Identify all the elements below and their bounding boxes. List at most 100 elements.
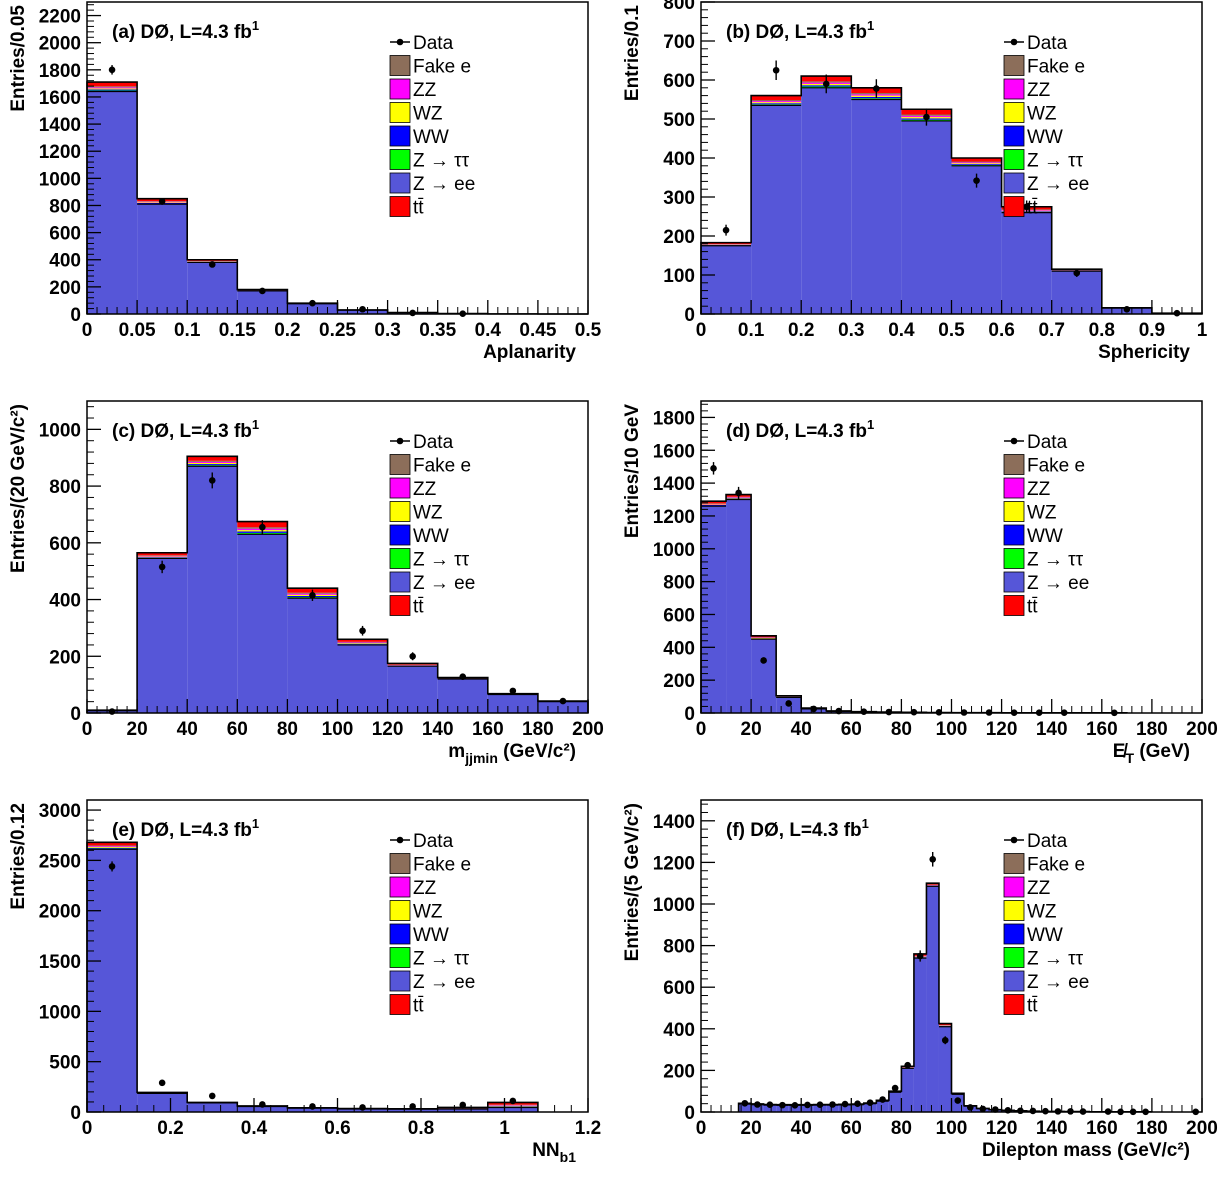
bar-zee xyxy=(701,506,727,713)
data-point xyxy=(722,226,730,234)
legend-swatch xyxy=(389,876,411,898)
bar-ww xyxy=(951,164,1002,165)
data-point xyxy=(954,1097,962,1104)
data-point xyxy=(259,1101,266,1108)
legend-swatch xyxy=(389,196,411,217)
bar-zee xyxy=(287,1108,338,1112)
legend-label: tt̄ xyxy=(1027,996,1038,1017)
legend-swatch xyxy=(1003,923,1025,945)
bar-wz xyxy=(751,102,802,104)
data-point xyxy=(1023,203,1030,211)
x-tick-label: 60 xyxy=(227,719,248,740)
y-axis: 0 100 200 300 400 500 600 700 800 xyxy=(663,0,715,326)
y-axis-label: Entries/10 GeV xyxy=(622,404,643,538)
y-tick-label: 200 xyxy=(663,1061,695,1082)
chart-svg: 0200400600800100012001400160018002000220… xyxy=(8,1,602,363)
y-tick-label: 1000 xyxy=(39,420,81,441)
data-point xyxy=(785,700,792,707)
x-tick-label: 0.6 xyxy=(324,1118,350,1139)
bar-zee xyxy=(701,245,752,314)
data-points xyxy=(741,852,1200,1116)
x-tick-label: 0.2 xyxy=(274,320,300,341)
panel-title: (d) DØ, L=4.3 fb1 xyxy=(726,417,874,442)
legend-swatch xyxy=(389,477,411,499)
x-label-unit: (GeV) xyxy=(1134,741,1190,762)
data-point xyxy=(1042,1107,1049,1115)
bar-zee xyxy=(851,1104,864,1112)
bar-zz xyxy=(751,101,802,103)
legend-label: Fake e xyxy=(1027,855,1085,876)
legend-label: Fake e xyxy=(413,57,471,78)
legend-swatch xyxy=(389,923,411,945)
y-axis-label: Entries/(5 GeV/c²) xyxy=(622,803,643,961)
x-tick-label: 0.3 xyxy=(374,320,400,341)
x-tick-label: 160 xyxy=(472,719,504,740)
legend-swatch xyxy=(389,149,411,170)
y-tick-label: 2000 xyxy=(39,902,81,923)
legend-swatch xyxy=(1003,102,1025,123)
y-tick-label: 2500 xyxy=(39,851,81,872)
y-tick-label: 200 xyxy=(663,671,695,692)
bar-ww xyxy=(751,103,802,105)
data-point xyxy=(829,1101,836,1108)
legend-label: Z → ee xyxy=(413,972,475,993)
x-tick-label: 0.25 xyxy=(319,320,356,341)
y-tick-label: 1400 xyxy=(653,474,695,495)
data-point xyxy=(509,687,517,695)
y-tick-label: 500 xyxy=(49,1053,81,1074)
panel-title-superscript: 1 xyxy=(867,417,874,432)
bar-ttbar xyxy=(701,501,727,504)
legend-label: ZZ xyxy=(413,479,437,500)
legend-label: Z → ττ xyxy=(1027,550,1084,571)
x-tick-label: 120 xyxy=(986,1118,1018,1139)
y-tick-label: 600 xyxy=(663,71,695,92)
x-tick-label: 0.4 xyxy=(241,1118,268,1139)
y-tick-label: 1600 xyxy=(653,441,695,462)
legend-label: Data xyxy=(413,33,454,54)
bar-zee xyxy=(801,87,852,314)
data-point xyxy=(1173,309,1181,317)
y-tick-label: 800 xyxy=(663,937,695,958)
x-tick-label: 0.45 xyxy=(519,320,556,341)
data-point xyxy=(866,1099,874,1106)
bar-zz xyxy=(87,846,138,847)
legend-label: Z → ee xyxy=(1027,972,1089,993)
x-axis: 0 0.05 0.1 0.15 0.2 0.25 0.3 0.35 0.4 0.45 0.5 xyxy=(82,300,602,341)
legend-swatch xyxy=(389,102,411,123)
y-tick-label: 0 xyxy=(684,305,695,326)
panel-c-mjjmin: 0 200 400 600 800 1000 0 20 40 60 80 100 120 140 160 18… xyxy=(0,399,614,798)
bar-zee xyxy=(801,1105,814,1112)
x-tick-label: 180 xyxy=(1136,719,1168,740)
legend-label: Z → ττ xyxy=(413,550,470,571)
data-point xyxy=(409,309,416,317)
bar-zee xyxy=(826,1105,839,1112)
legend-label: Fake e xyxy=(413,456,471,477)
x-label-main: Aplanarity xyxy=(483,342,576,363)
data-point xyxy=(1123,306,1131,313)
x-label-main: Sphericity xyxy=(1098,342,1190,363)
legend-label: WW xyxy=(1027,526,1063,547)
bar-zee xyxy=(738,1104,752,1112)
x-tick-label: 160 xyxy=(1086,1118,1118,1139)
legend-swatch xyxy=(389,571,411,593)
legend-swatch xyxy=(1003,595,1025,616)
data-point xyxy=(459,1101,467,1109)
x-label-main: Dilepton mass (GeV/c²) xyxy=(982,1140,1190,1161)
histogram-stack xyxy=(738,883,1152,1113)
bar-zee xyxy=(387,666,438,713)
legend-swatch xyxy=(1003,970,1025,992)
legend-label: tt̄ xyxy=(413,996,424,1017)
x-tick-label: 180 xyxy=(1136,1118,1168,1139)
y-axis-label: Entries/0.1 xyxy=(622,5,643,102)
bar-ttbar xyxy=(87,82,138,87)
data-point xyxy=(359,305,366,313)
x-tick-label: 0.4 xyxy=(475,320,502,341)
data-point xyxy=(409,1103,416,1110)
legend-label: Fake e xyxy=(1027,456,1085,477)
data-point xyxy=(208,477,216,484)
x-label-main: m xyxy=(448,741,465,762)
bar-fakee xyxy=(137,555,188,556)
legend-label: Z → ττ xyxy=(1027,151,1084,172)
